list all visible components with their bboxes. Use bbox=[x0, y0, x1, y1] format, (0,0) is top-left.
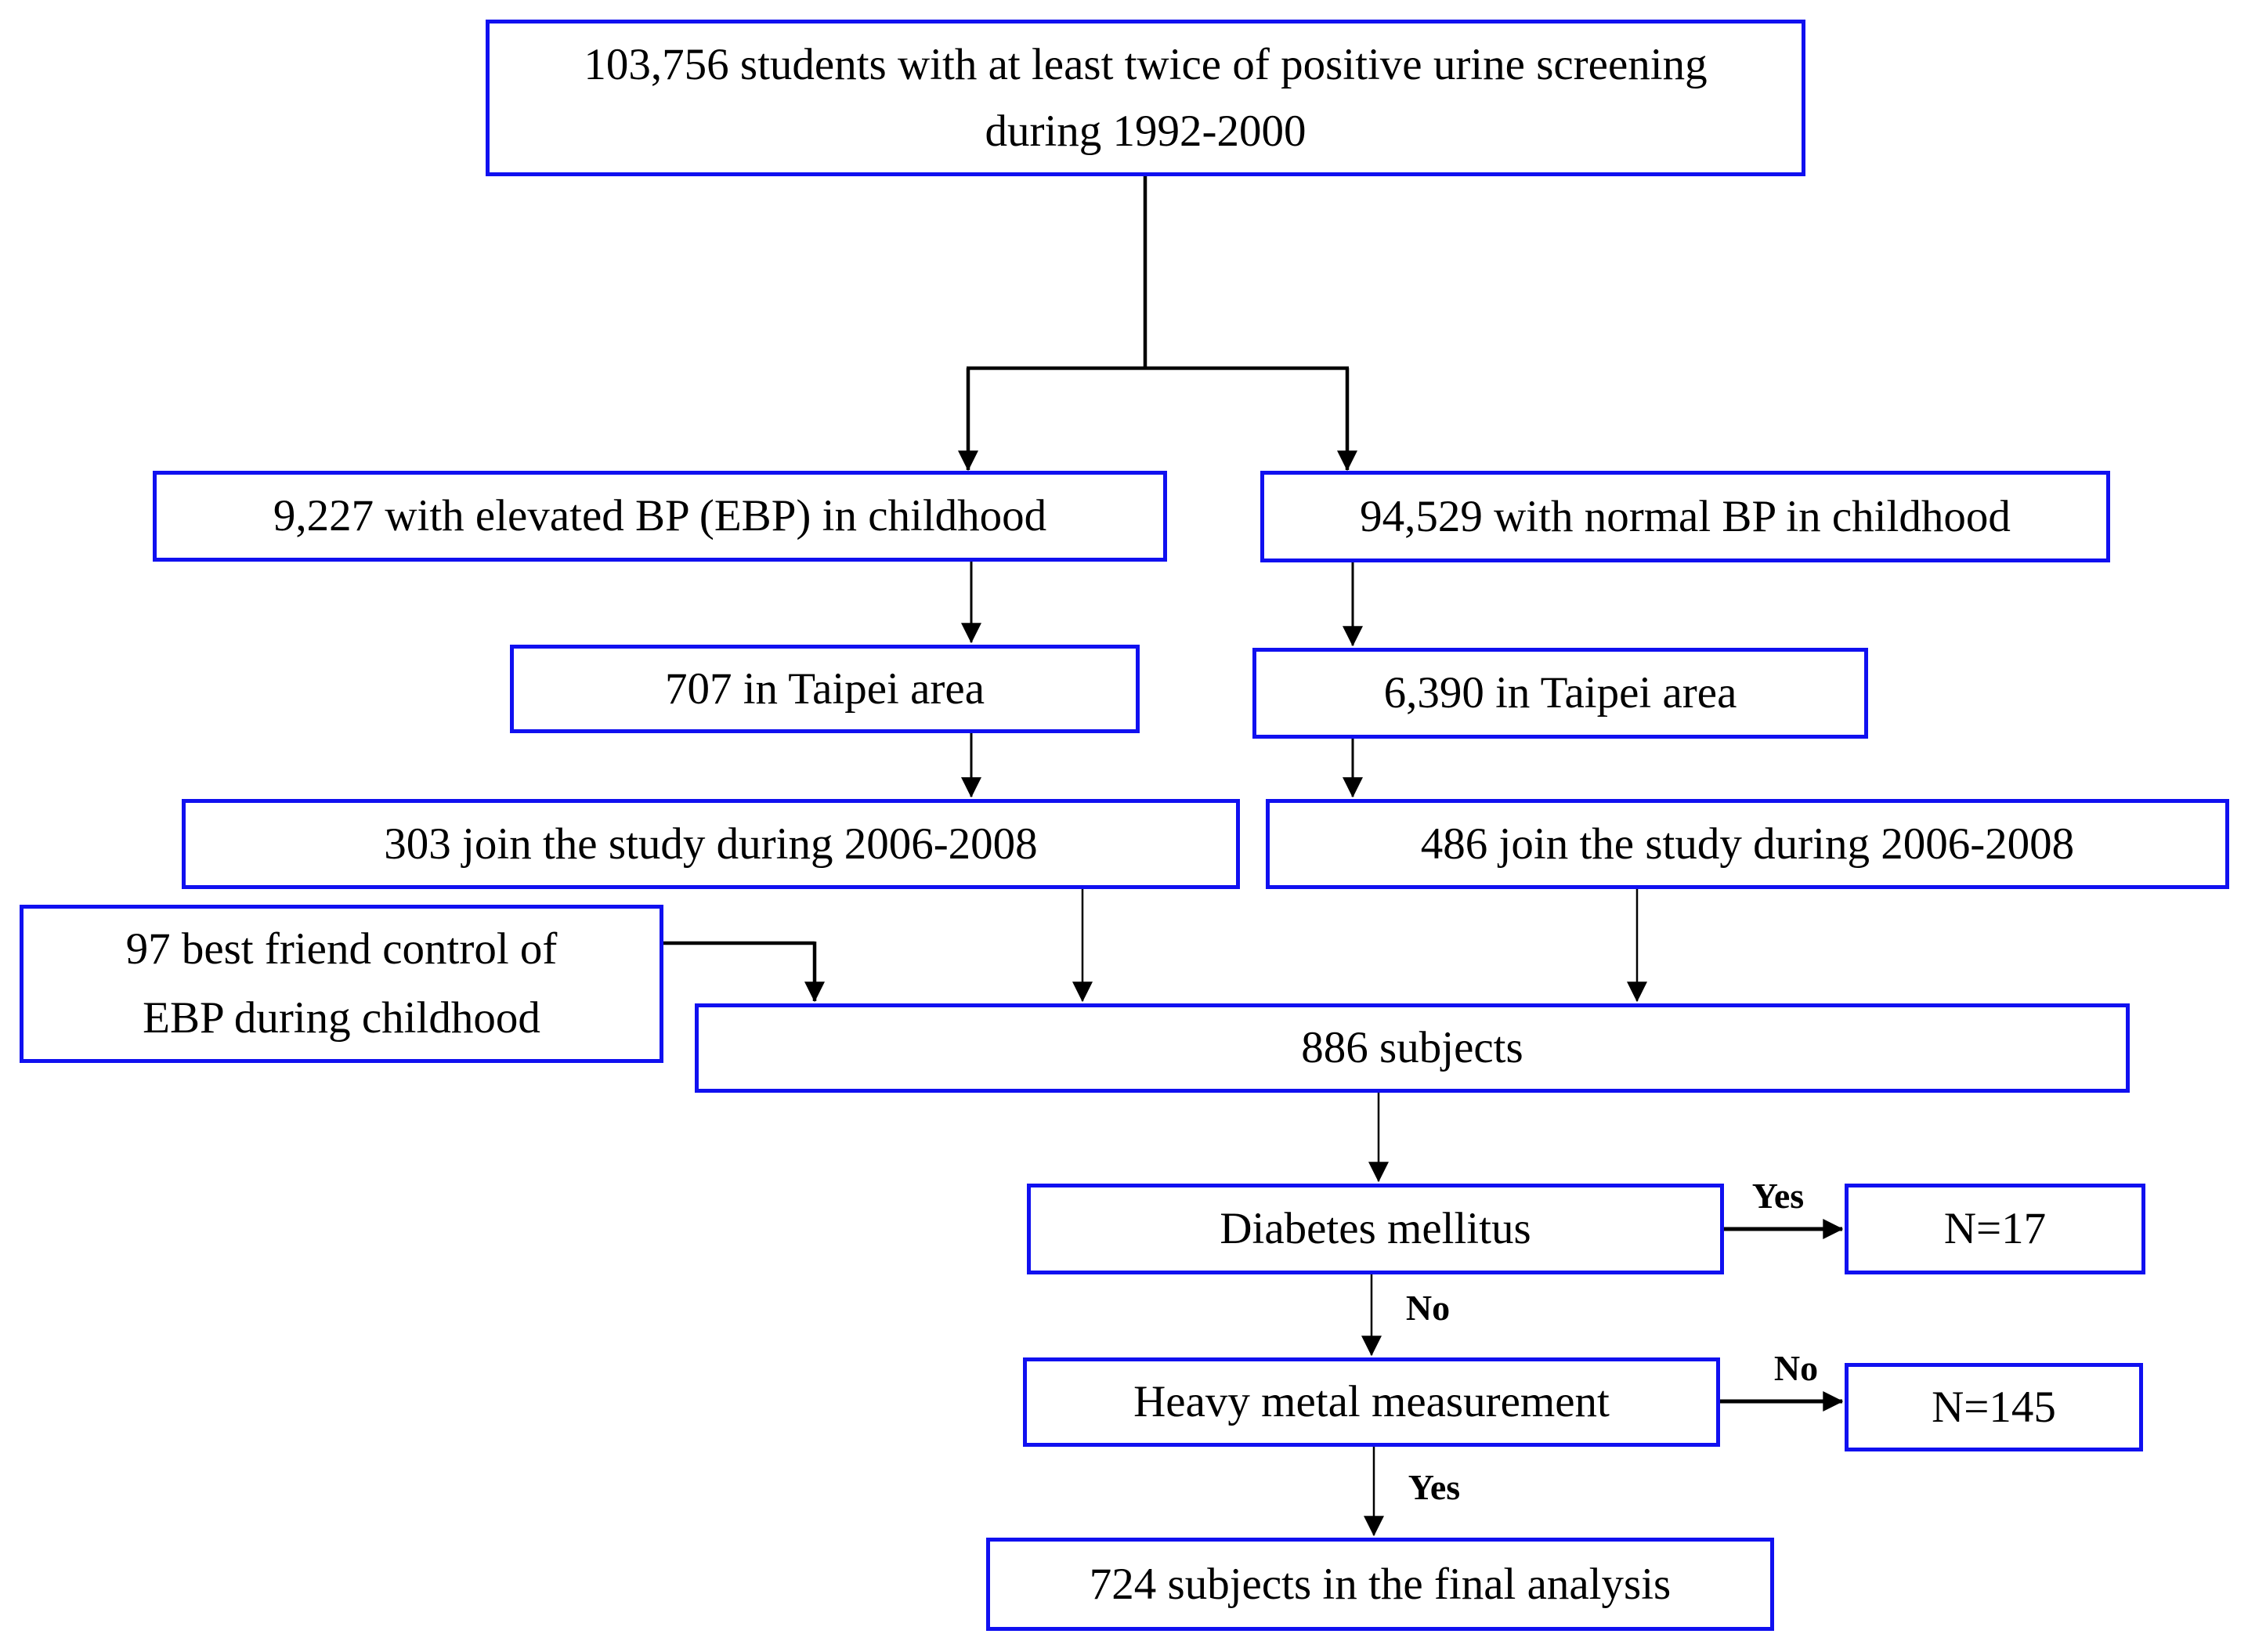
edge-label-heavy-no: No bbox=[1773, 1348, 1819, 1388]
flow-node-final: 724 subjects in the final analysis bbox=[986, 1538, 1774, 1631]
edge-label-heavy-yes: Yes bbox=[1408, 1467, 1461, 1507]
edge-label-diabetes-yes: Yes bbox=[1751, 1176, 1805, 1216]
flow-node-taipei-normal: 6,390 in Taipei area bbox=[1252, 648, 1868, 739]
flow-node-diabetes: Diabetes mellitus bbox=[1027, 1184, 1724, 1274]
edge-label-diabetes-no: No bbox=[1405, 1288, 1451, 1328]
flow-node-taipei-ebp: 707 in Taipei area bbox=[510, 645, 1140, 733]
flow-node-excluded-diabetes: N=17 bbox=[1845, 1184, 2145, 1274]
flow-node-screened: 103,756 students with at least twice of … bbox=[486, 20, 1805, 176]
flow-node-join-normal: 486 join the study during 2006-2008 bbox=[1266, 799, 2229, 889]
flow-node-total-subjects: 886 subjects bbox=[695, 1003, 2130, 1093]
flow-node-elevated-bp: 9,227 with elevated BP (EBP) in childhoo… bbox=[153, 471, 1167, 562]
flow-node-best-friend-control: 97 best friend control of EBP during chi… bbox=[20, 905, 663, 1063]
flow-node-join-ebp: 303 join the study during 2006-2008 bbox=[182, 799, 1240, 889]
flow-node-heavy-metal: Heavy metal measurement bbox=[1023, 1357, 1720, 1447]
flow-node-normal-bp: 94,529 with normal BP in childhood bbox=[1260, 471, 2110, 562]
flow-node-excluded-no-metal: N=145 bbox=[1845, 1363, 2143, 1451]
